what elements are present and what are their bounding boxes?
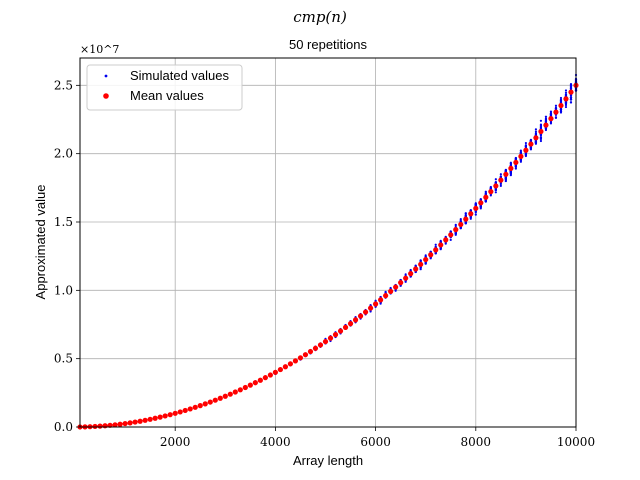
simulated-point	[494, 178, 497, 181]
simulated-point	[564, 101, 568, 104]
simulated-point	[559, 110, 563, 113]
simulated-point	[459, 218, 462, 221]
scatter-points	[77, 73, 579, 430]
simulated-point	[534, 130, 538, 133]
simulated-point	[464, 212, 467, 215]
simulated-point	[504, 179, 507, 183]
simulated-point	[419, 266, 422, 269]
simulated-point	[519, 149, 522, 152]
simulated-point	[454, 232, 457, 235]
simulated-point	[509, 162, 512, 165]
simulated-point	[419, 259, 422, 262]
simulated-point	[524, 153, 528, 156]
simulated-point	[569, 101, 573, 104]
simulated-point	[509, 172, 512, 175]
simulated-point	[474, 202, 477, 206]
simulated-point	[539, 133, 543, 136]
simulated-point	[544, 120, 548, 123]
simulated-point	[504, 177, 507, 180]
simulated-point	[549, 112, 553, 116]
figure-suptitle: cmp(n)	[293, 8, 347, 26]
simulated-point	[514, 157, 517, 160]
simulated-point	[554, 116, 558, 119]
axes-title: 50 repetitions	[289, 37, 368, 52]
simulated-point	[564, 89, 568, 92]
simulated-point	[564, 91, 568, 94]
simulated-point	[544, 127, 548, 131]
simulated-point	[569, 96, 573, 99]
simulated-point	[544, 115, 548, 118]
simulated-point	[454, 224, 457, 228]
simulated-point	[554, 104, 558, 107]
simulated-point	[544, 117, 548, 121]
simulated-point	[539, 139, 543, 143]
simulated-point	[554, 107, 558, 110]
simulated-point	[474, 213, 477, 216]
simulated-point	[559, 100, 563, 103]
simulated-point	[459, 219, 462, 222]
simulated-point	[539, 119, 543, 122]
simulated-point	[424, 262, 427, 265]
simulated-point	[569, 83, 573, 86]
simulated-point	[464, 213, 467, 217]
simulated-point	[539, 126, 543, 129]
simulated-point	[489, 194, 492, 197]
simulated-point	[499, 175, 502, 178]
simulated-point	[549, 110, 553, 113]
simulated-point	[524, 145, 528, 148]
grid	[80, 58, 577, 428]
simulated-point	[509, 174, 512, 177]
simulated-point	[434, 243, 437, 246]
simulated-point	[469, 217, 472, 220]
simulated-point	[524, 141, 528, 145]
simulated-point	[509, 170, 512, 173]
simulated-point	[534, 128, 538, 131]
simulated-point	[514, 164, 517, 167]
simulated-point	[549, 122, 553, 125]
simulated-point	[499, 184, 502, 187]
simulated-point	[559, 98, 563, 101]
simulated-point	[494, 191, 497, 194]
simulated-point	[514, 167, 517, 170]
simulated-point	[534, 141, 538, 144]
simulated-point	[484, 191, 487, 195]
simulated-point	[404, 273, 407, 276]
simulated-point	[499, 182, 502, 186]
simulated-point	[499, 173, 502, 176]
simulated-point	[559, 96, 563, 100]
simulated-point	[564, 105, 568, 109]
simulated-point	[449, 238, 452, 241]
simulated-point	[539, 124, 543, 127]
simulated-point	[539, 135, 543, 139]
simulated-point	[569, 98, 573, 101]
simulated-point	[539, 137, 543, 141]
